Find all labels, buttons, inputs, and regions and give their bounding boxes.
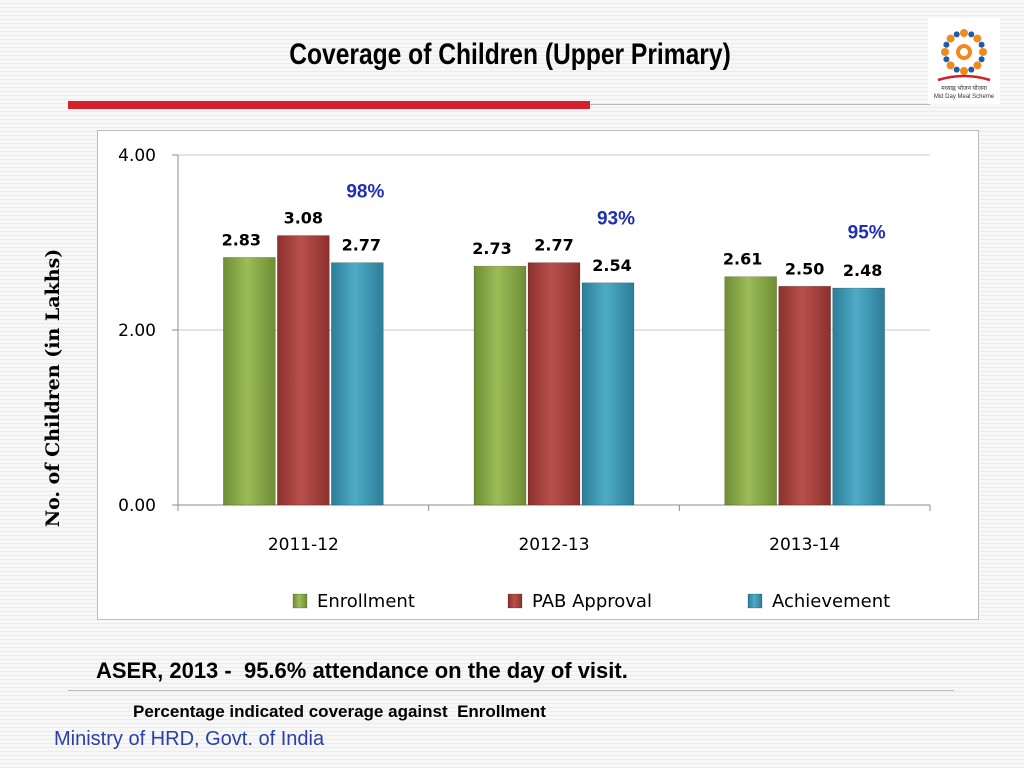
legend-label: Achievement (772, 591, 890, 612)
x-tick-label: 2011-12 (268, 535, 339, 555)
bar (527, 262, 581, 506)
footnote-divider (68, 690, 954, 691)
title-divider (590, 104, 930, 105)
data-label: 2.61 (723, 250, 762, 269)
y-tick-label: 0.00 (118, 496, 156, 516)
data-label: 2.77 (534, 236, 573, 255)
data-label: 2.73 (472, 239, 511, 258)
bar (778, 285, 831, 506)
x-tick-label: 2012-13 (518, 535, 589, 555)
logo-text-english: Mid Day Meal Scheme (934, 94, 995, 100)
legend-label: Enrollment (317, 591, 415, 612)
x-tick-label: 2013-14 (769, 535, 840, 555)
bar (331, 262, 384, 506)
bar (223, 257, 276, 506)
data-label: 2.54 (592, 256, 631, 275)
slide-title: Coverage of Children (Upper Primary) (289, 38, 731, 71)
y-tick-label: 2.00 (118, 321, 156, 341)
bar (581, 282, 635, 506)
coverage-percentage: 95% (848, 223, 886, 244)
footer-ministry: Ministry of HRD, Govt. of India (54, 728, 325, 750)
coverage-percentage: 98% (346, 182, 384, 203)
logo-text-hindi: मध्याह्न भोजन योजना (941, 84, 987, 92)
bar (473, 265, 527, 506)
bar (832, 287, 885, 506)
data-label: 2.83 (222, 230, 261, 249)
bar (277, 235, 330, 506)
data-label: 3.08 (284, 209, 323, 228)
mid-day-meal-logo: मध्याह्न भोजन योजना Mid Day Meal Scheme (928, 18, 1000, 104)
data-label: 2.50 (785, 259, 824, 278)
title-accent-bar (68, 101, 590, 109)
legend-swatch (507, 593, 523, 609)
legend-label: PAB Approval (532, 591, 652, 612)
data-label: 2.77 (342, 236, 381, 255)
bar (724, 276, 777, 506)
percentage-note: Percentage indicated coverage against En… (133, 702, 546, 721)
aser-footnote: ASER, 2013 - 95.6% attendance on the day… (96, 658, 628, 683)
legend-swatch (292, 593, 308, 609)
y-tick-label: 4.00 (118, 146, 156, 166)
data-label: 2.48 (843, 261, 882, 280)
coverage-percentage: 93% (597, 209, 635, 230)
legend-swatch (747, 593, 763, 609)
